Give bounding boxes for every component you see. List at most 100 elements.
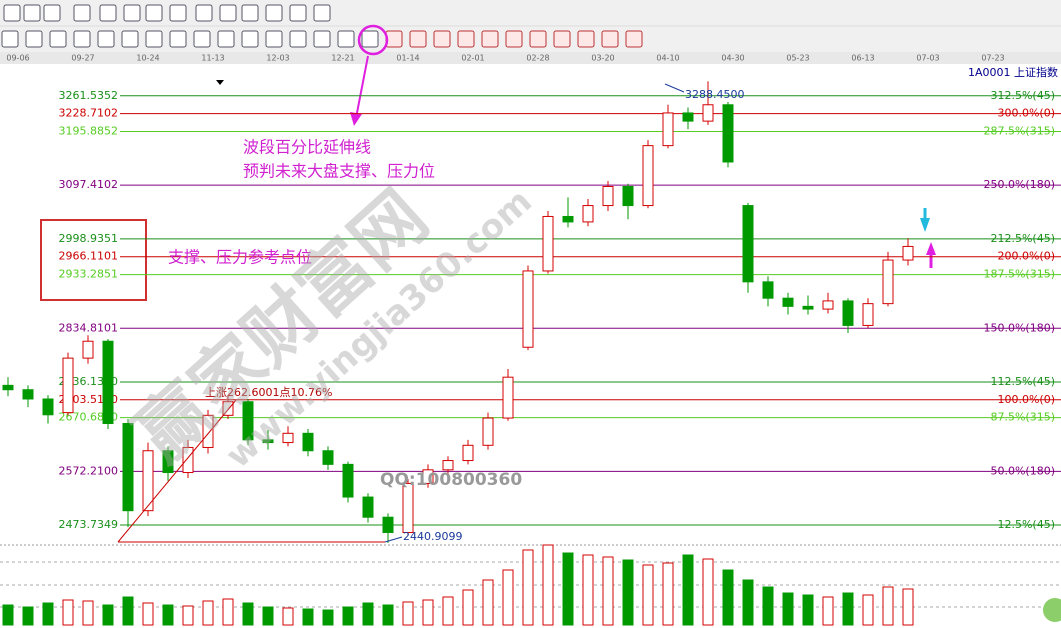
volume-bar [62,599,74,626]
candle-body [382,516,394,533]
candle-body [262,439,274,444]
toolbar-button[interactable] [337,30,355,48]
candle-body [102,340,114,425]
toolbar-button[interactable] [23,4,41,22]
toolbar-button[interactable] [481,30,499,48]
watermark: QQ:100800360 [380,470,522,490]
volume-bar [502,569,514,626]
volume-bar [362,602,374,626]
level-percent: 50.0%(180) [990,464,1055,477]
toolbar-button[interactable] [73,30,91,48]
toolbar-button[interactable] [433,30,451,48]
volume-bar [802,594,814,626]
toolbar-button[interactable] [193,30,211,48]
toolbar-button[interactable] [1,30,19,48]
toolbar-button[interactable] [313,4,331,22]
volume-bar [562,552,574,626]
date-label: 12-03 [266,54,289,63]
toolbar-button[interactable] [145,30,163,48]
candle-body [462,444,474,462]
toolbar-button[interactable] [553,30,571,48]
toolbar-button[interactable] [505,30,523,48]
pointer-arrow [355,55,369,119]
volume-bar [302,608,314,626]
annotation: 支撑、压力参考点位 [168,248,312,267]
toolbar-button[interactable] [217,30,235,48]
toolbar-button[interactable] [577,30,595,48]
toolbar-button[interactable] [241,4,259,22]
candle-body [702,104,714,122]
toolbar-button[interactable] [121,30,139,48]
level-percent: 87.5%(315) [990,411,1055,424]
candle-body [62,357,74,414]
level-price: 2572.2100 [59,464,119,477]
cyan-arrow [920,218,930,232]
volume-bar [102,604,114,626]
toolbar-button[interactable] [361,30,379,48]
toolbar-button[interactable] [25,30,43,48]
date-label: 01-14 [396,54,419,63]
toolbar-button[interactable] [43,4,61,22]
toolbar-button[interactable] [289,30,307,48]
highlight-box [40,219,147,301]
volume-bar [22,606,34,626]
volume-bar [342,606,354,626]
rise-line [117,399,237,543]
candle-body [222,401,234,416]
toolbar-button[interactable] [601,30,619,48]
volume-bar [202,600,214,626]
corner-badge [1043,598,1061,622]
toolbar-button[interactable] [625,30,643,48]
magenta-arrow [926,242,936,255]
toolbar-button[interactable] [313,30,331,48]
volume-bar [82,600,94,626]
date-label: 05-23 [786,54,809,63]
toolbar-button[interactable] [3,4,21,22]
date-label: 04-10 [656,54,679,63]
toolbar-button[interactable] [195,4,213,22]
toolbar-button[interactable] [97,30,115,48]
volume-bar [822,596,834,626]
volume-bar [682,554,694,626]
date-label: 07-03 [916,54,939,63]
toolbar-button[interactable] [409,30,427,48]
toolbar-button[interactable] [99,4,117,22]
toolbar-button[interactable] [385,30,403,48]
chart-title: 1A0001 上证指数 [968,65,1058,79]
toolbar-button[interactable] [219,4,237,22]
toolbar-button[interactable] [529,30,547,48]
toolbar-button[interactable] [289,4,307,22]
volume-bar [542,544,554,626]
volume-bar [622,559,634,626]
high-pointer [664,83,685,93]
date-label: 12-21 [331,54,354,63]
volume-bar [902,588,914,626]
candle-body [522,270,534,348]
toolbar-button[interactable] [265,4,283,22]
high-label: 3288.4500 [685,88,745,101]
toolbar-button[interactable] [145,4,163,22]
candle-body [82,340,94,359]
toolbar-button[interactable] [49,30,67,48]
volume-bar [742,579,754,626]
volume-bar [422,599,434,626]
toolbar-button[interactable] [169,30,187,48]
toolbar-button[interactable] [73,4,91,22]
toolbar-button[interactable] [265,30,283,48]
toolbar-button[interactable] [457,30,475,48]
volume-bar [462,589,474,626]
candle-body [142,450,154,512]
toolbar-button[interactable] [123,4,141,22]
date-label: 09-06 [6,54,29,63]
toolbar-button[interactable] [241,30,259,48]
candle-body [322,450,334,465]
volume-bar [282,607,294,626]
low-label: 2440.9099 [403,530,463,543]
date-label: 07-23 [981,54,1004,63]
date-label: 10-24 [136,54,159,63]
volume-bar [242,602,254,626]
volume-bar [322,609,334,626]
level-percent: 187.5%(315) [983,268,1055,281]
candle-body [122,423,134,512]
toolbar-button[interactable] [169,4,187,22]
